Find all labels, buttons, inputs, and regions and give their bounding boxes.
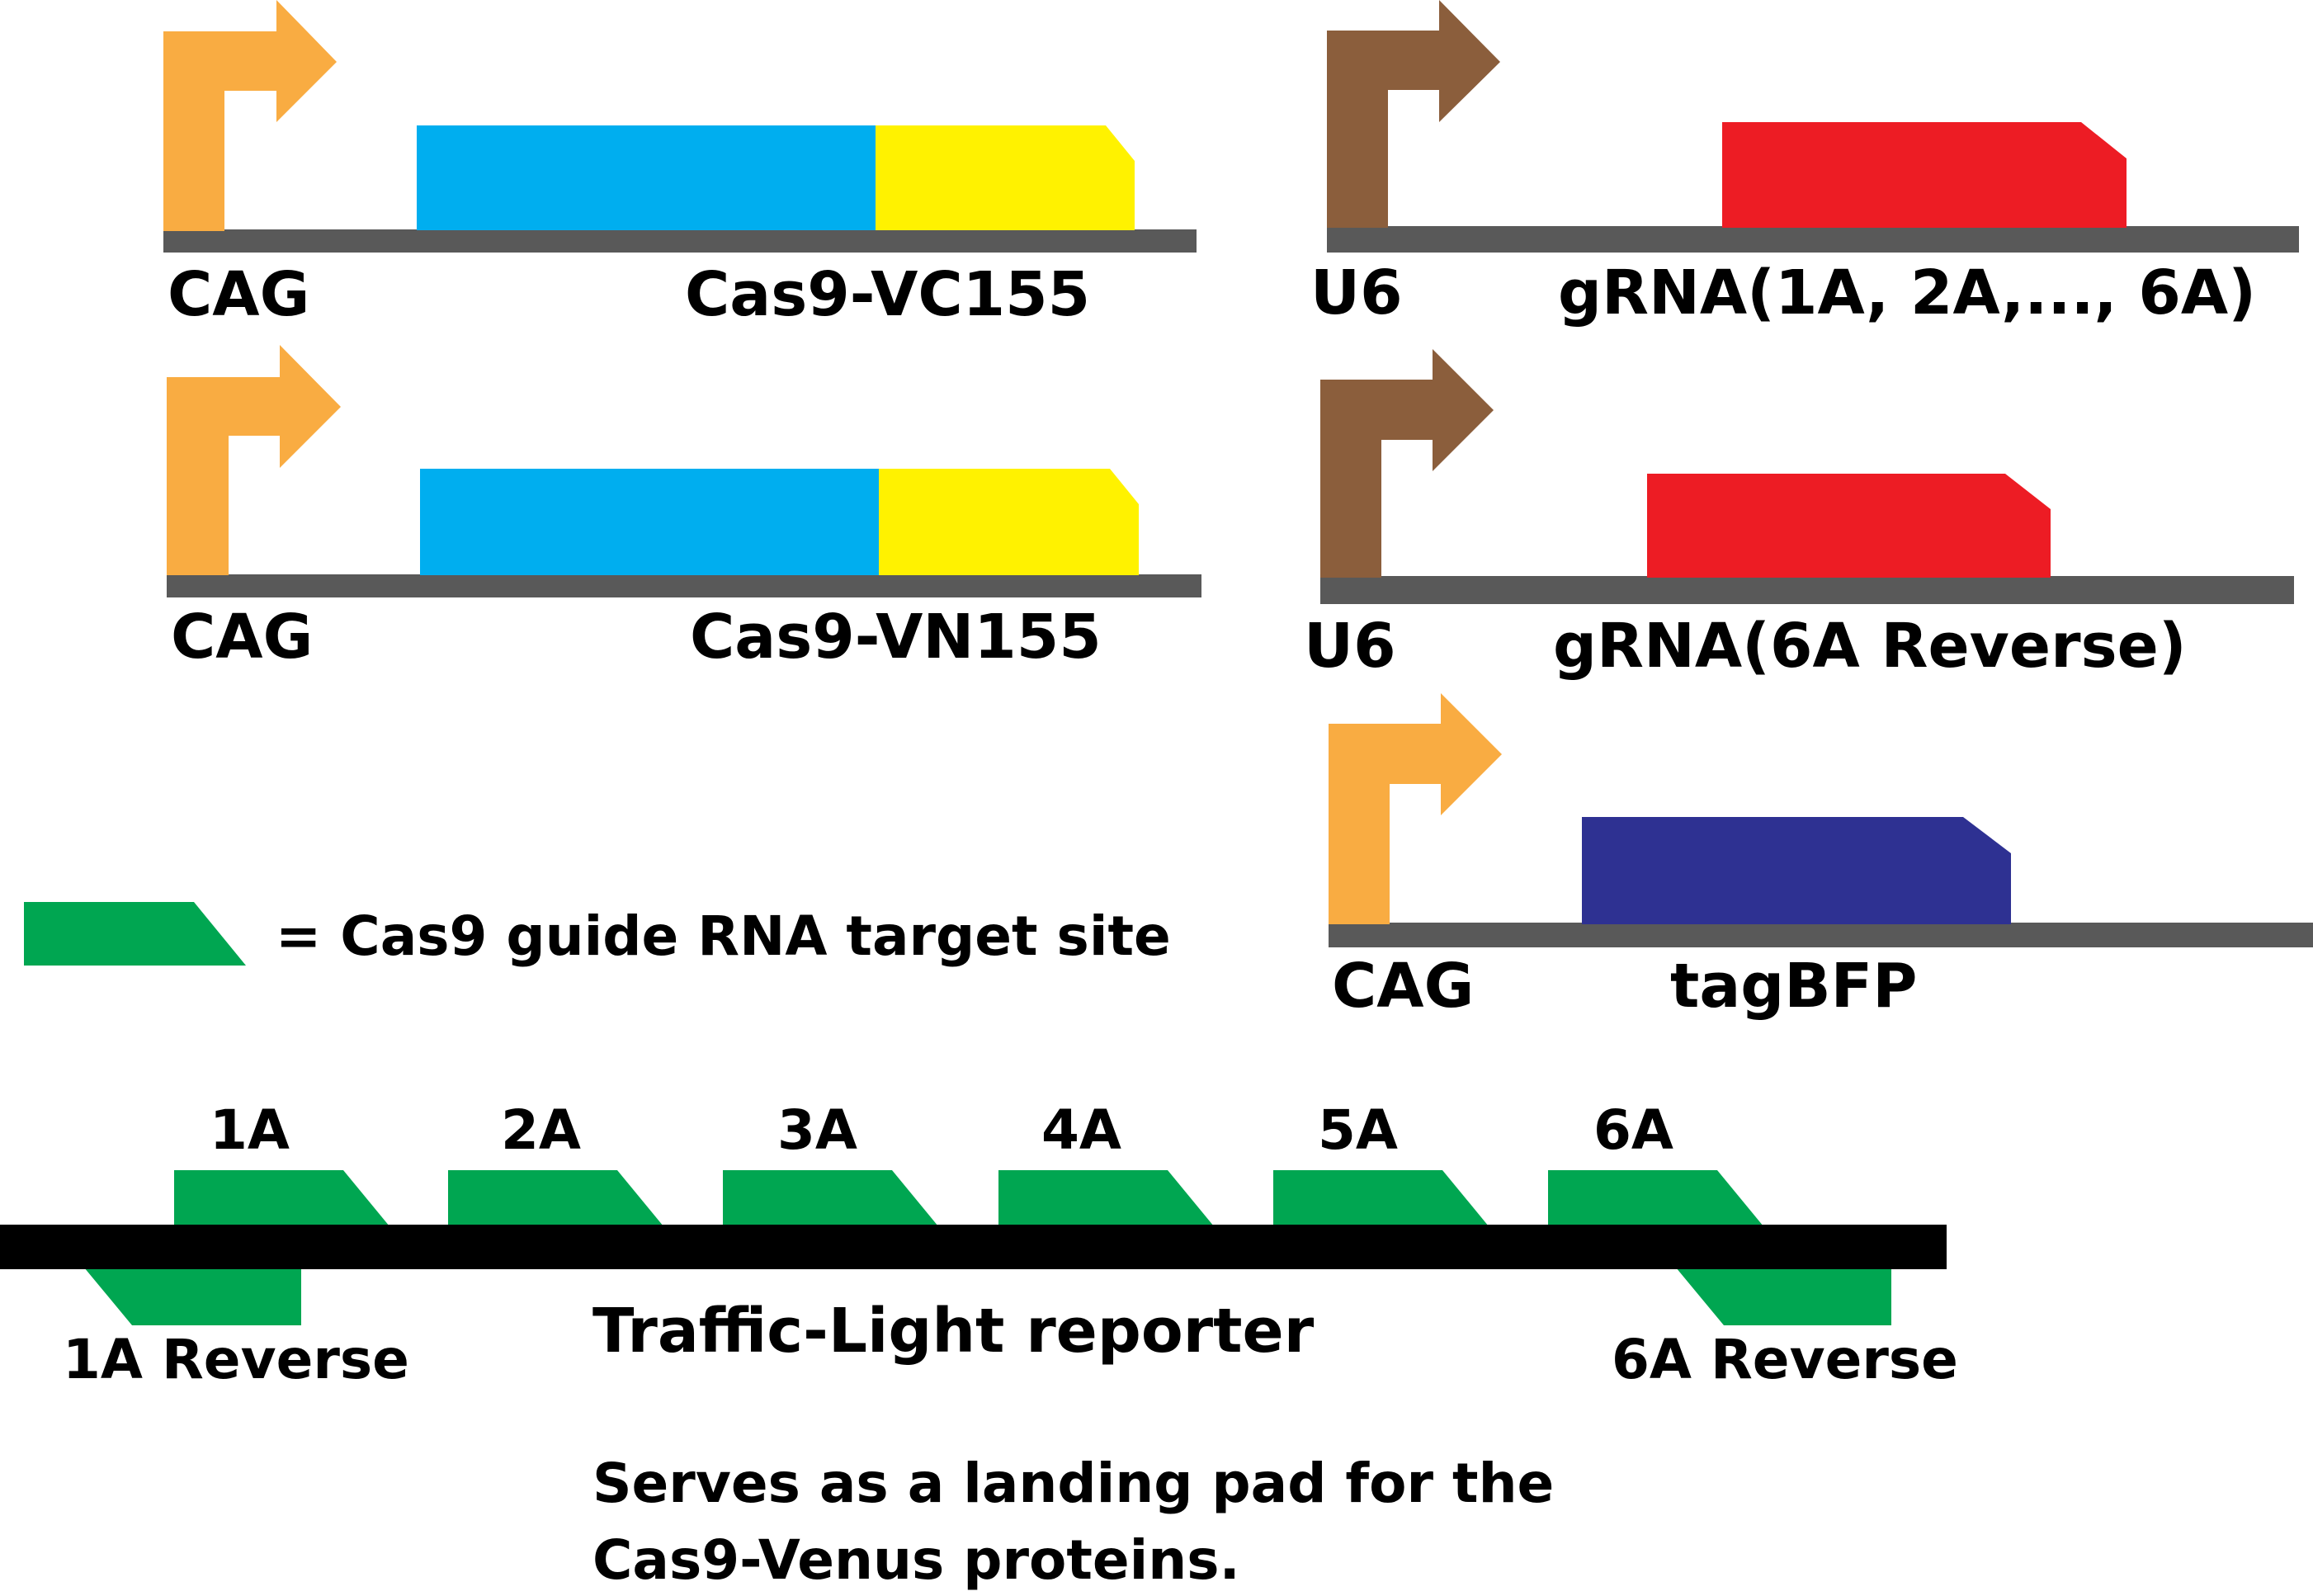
target-site-2a [448, 1170, 663, 1226]
promoter-label: CAG [171, 602, 313, 673]
cas9-segment [417, 125, 876, 230]
site-label-4a: 4A [1041, 1098, 1121, 1162]
backbone-line [1329, 923, 2313, 947]
reporter-bar [0, 1225, 1947, 1269]
construct-cas9-vc155: CAG Cas9-VC155 [163, 0, 1197, 330]
site-label-1a-reverse: 1A Reverse [63, 1328, 409, 1391]
construct-tagbfp: CAG tagBFP [1329, 693, 2313, 1022]
target-site-3a [723, 1170, 938, 1226]
target-site-5a [1273, 1170, 1489, 1226]
promoter-label: CAG [168, 259, 309, 330]
gene-label: tagBFP [1670, 951, 1917, 1022]
legend-label: = Cas9 guide RNA target site [276, 904, 1171, 968]
site-label-2a: 2A [501, 1098, 581, 1162]
legend: = Cas9 guide RNA target site [24, 902, 1171, 968]
construct-grna-forward: U6 gRNA(1A, 2A,..., 6A) [1310, 0, 2299, 328]
grna-segment [1647, 474, 2051, 578]
venus-c-segment [876, 125, 1135, 230]
target-site-legend-icon [24, 902, 246, 966]
gene-label: gRNA(1A, 2A,..., 6A) [1558, 257, 2256, 328]
site-label-3a: 3A [777, 1098, 857, 1162]
target-site-1a-reverse [84, 1268, 301, 1325]
reporter-description-line-2: Cas9-Venus proteins. [592, 1528, 1240, 1592]
promoter-label: U6 [1310, 257, 1403, 328]
site-label-1a: 1A [210, 1098, 290, 1162]
site-label-6a: 6A [1593, 1098, 1673, 1162]
gene-label: Cas9-VN155 [690, 602, 1102, 673]
target-site-4a [998, 1170, 1214, 1226]
cag-promoter-arrow [163, 0, 337, 231]
promoter-label: CAG [1332, 951, 1474, 1022]
u6-promoter-arrow [1320, 349, 1494, 578]
promoter-label: U6 [1304, 611, 1396, 682]
venus-n-segment [879, 469, 1139, 575]
construct-grna-reverse: U6 gRNA(6A Reverse) [1304, 349, 2294, 682]
backbone-line [1327, 226, 2299, 253]
target-site-6a-reverse [1676, 1268, 1891, 1325]
backbone-line [167, 574, 1201, 597]
gene-label: Cas9-VC155 [685, 259, 1090, 330]
tagbfp-segment [1582, 817, 2011, 924]
construct-cas9-vn155: CAG Cas9-VN155 [167, 345, 1201, 673]
target-site-6a [1548, 1170, 1763, 1226]
u6-promoter-arrow [1327, 0, 1500, 228]
gene-label: gRNA(6A Reverse) [1553, 611, 2187, 682]
cag-promoter-arrow [167, 345, 341, 575]
target-site-1a [174, 1170, 389, 1226]
site-label-5a: 5A [1318, 1098, 1398, 1162]
backbone-line [163, 229, 1197, 253]
cas9-segment [420, 469, 879, 575]
cag-promoter-arrow [1329, 693, 1502, 924]
backbone-line [1320, 576, 2294, 604]
site-label-6a-reverse: 6A Reverse [1612, 1328, 1958, 1391]
reporter-description-line-1: Serves as a landing pad for the [592, 1452, 1554, 1515]
reporter-title: Traffic-Light reporter [592, 1296, 1315, 1367]
traffic-light-reporter: 1A 2A 3A 4A 5A 6A 1A Reverse 6A Reverse … [0, 1098, 1958, 1592]
grna-segment [1722, 122, 2127, 228]
